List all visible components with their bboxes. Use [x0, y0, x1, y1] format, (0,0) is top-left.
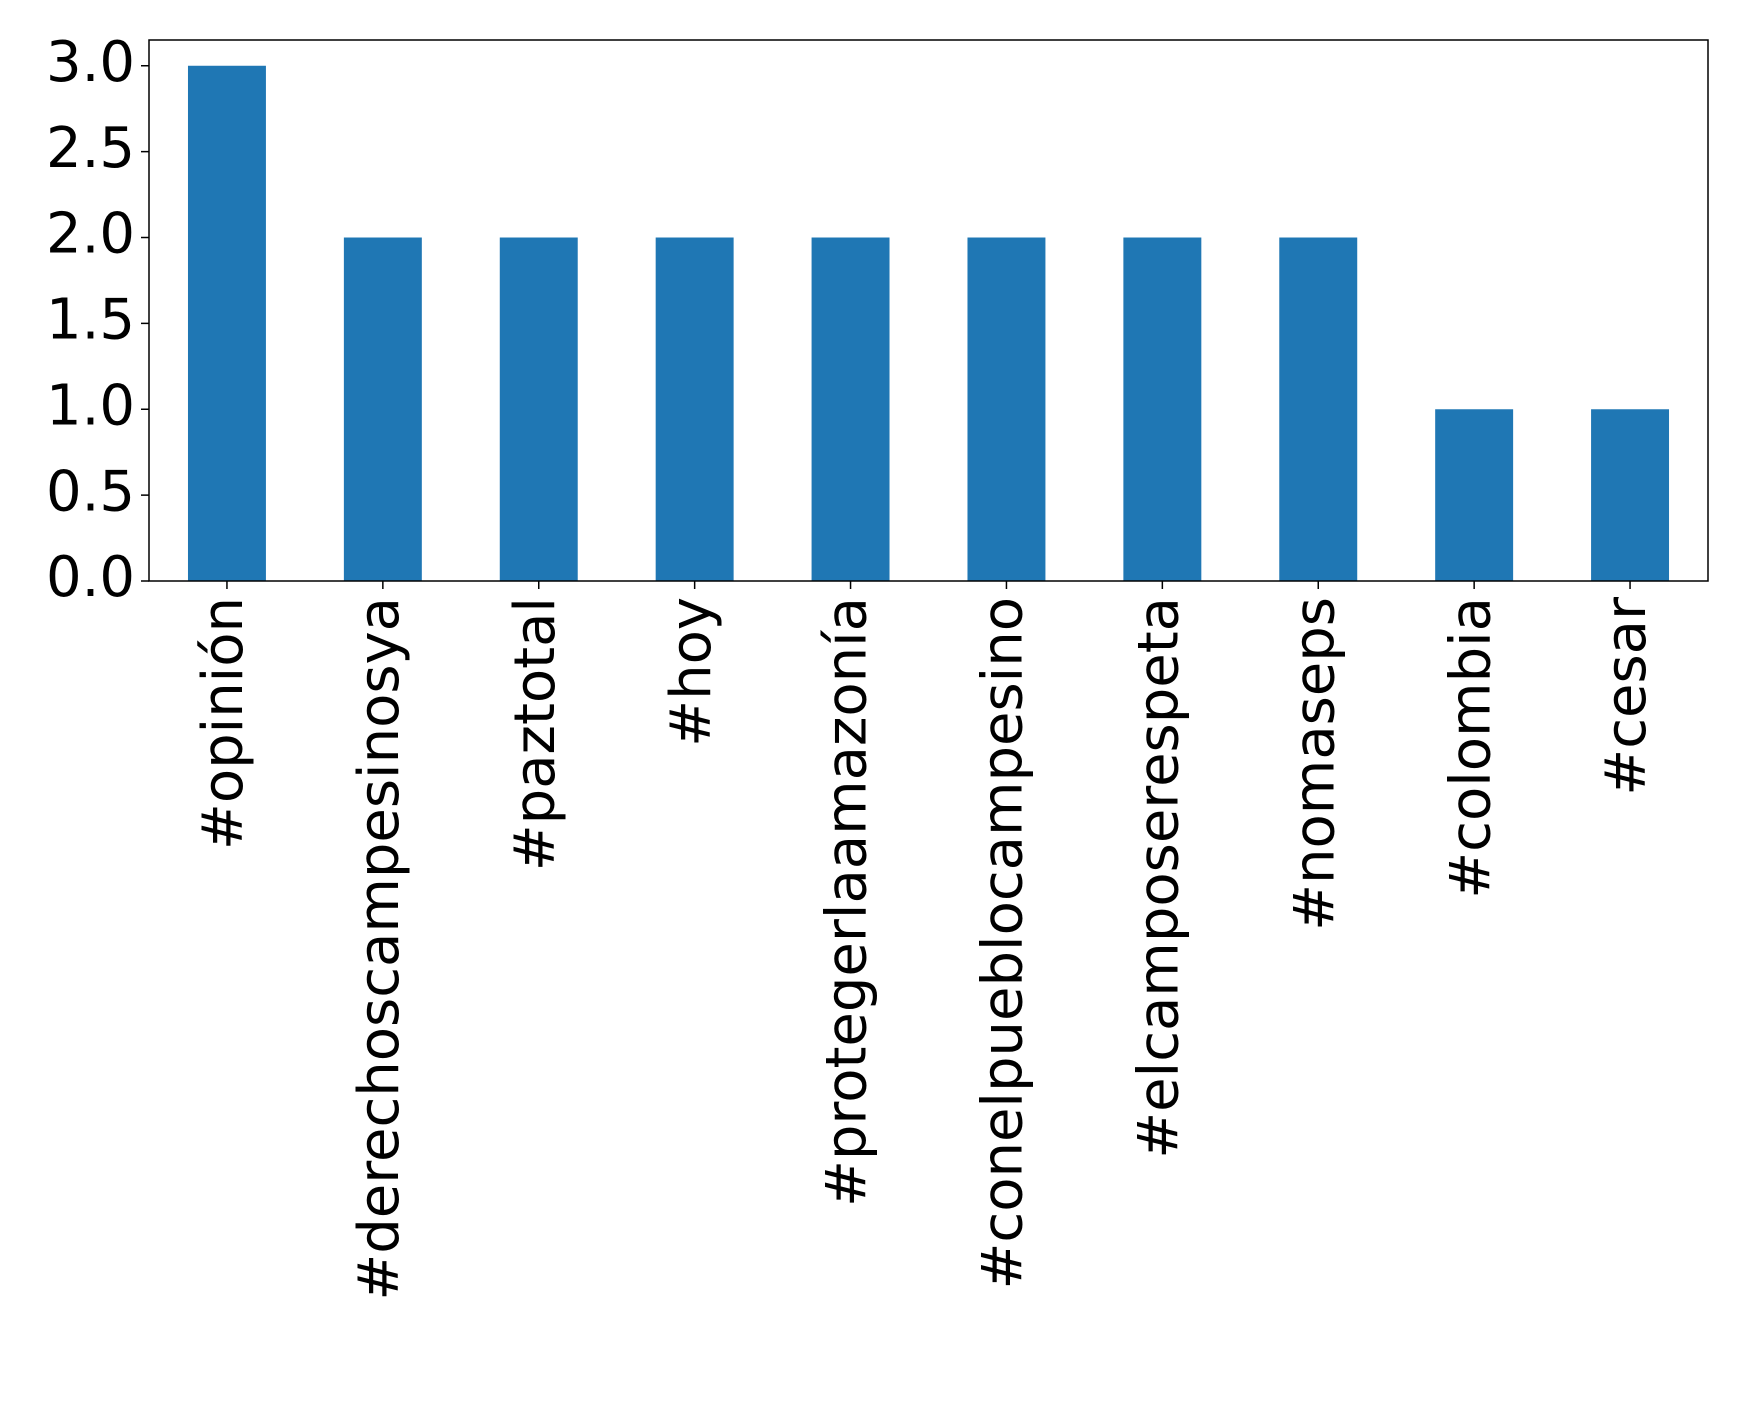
bar: [967, 237, 1046, 581]
y-tick-label: 2.5: [46, 116, 135, 181]
bar: [811, 237, 890, 581]
x-tick-label: #hoy: [659, 597, 724, 747]
x-tick-label: #nomaseps: [1282, 597, 1347, 931]
bar: [1591, 409, 1670, 581]
x-tick-label: #opinión: [191, 597, 256, 850]
x-tick-label: #conelpueblocampesino: [971, 597, 1036, 1289]
x-tick-label: #protegerlaamazonía: [815, 597, 880, 1207]
y-tick-label: 1.0: [46, 373, 135, 438]
bar: [655, 237, 734, 581]
y-tick-label: 1.5: [46, 288, 135, 353]
x-tick-label: #paztotal: [503, 597, 568, 871]
bar: [343, 237, 422, 581]
bar: [187, 65, 266, 581]
y-tick-label: 0.5: [46, 459, 135, 524]
bar: [1279, 237, 1358, 581]
x-tick-label: #derechoscampesinosya: [347, 597, 412, 1301]
bar: [1435, 409, 1514, 581]
x-tick-label: #cesar: [1594, 596, 1659, 796]
bar: [1123, 237, 1202, 581]
x-tick-label: #colombia: [1438, 597, 1503, 899]
y-tick-label: 0.0: [46, 545, 135, 610]
plot-frame: [148, 39, 1709, 582]
y-tick-label: 3.0: [46, 30, 135, 95]
bar: [499, 237, 578, 581]
y-tick-label: 2.0: [46, 202, 135, 267]
x-tick-label: #elcamposerespeta: [1126, 597, 1191, 1159]
